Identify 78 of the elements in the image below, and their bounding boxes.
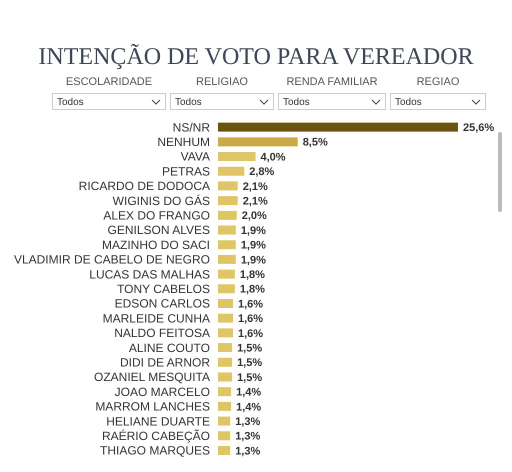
bar <box>218 181 238 190</box>
y-tick-label: MARROM LANCHES <box>95 400 210 414</box>
bar <box>218 402 232 411</box>
bar <box>218 137 298 146</box>
y-tick-label: DIDI DE ARNOR <box>120 355 210 370</box>
bar <box>218 358 232 367</box>
data-label: 1,9% <box>240 240 266 252</box>
y-tick-label: RICARDO DE DODOCA <box>78 179 210 194</box>
data-label: 1,5% <box>237 357 262 370</box>
bar <box>218 240 236 250</box>
y-tick-label: GENILSON ALVES <box>108 223 210 238</box>
y-tick-label: MARLEIDE CUNHA <box>102 311 210 326</box>
data-label: 1,8% <box>240 269 266 282</box>
bar <box>218 210 237 220</box>
data-label: 2,0% <box>242 210 268 222</box>
text: ESCOLARIDADE <box>64 76 154 88</box>
data-label: 8,5% <box>302 136 328 149</box>
data-label: 1,8% <box>240 284 266 296</box>
bar <box>218 196 238 206</box>
bar <box>218 226 236 235</box>
y-tick-label: THIAGO MARQUES <box>100 444 210 458</box>
y-tick-label: ALEX DO FRANGO <box>103 208 210 223</box>
y-tick-label: ALINE COUTO <box>128 340 210 355</box>
bar <box>218 298 233 308</box>
data-label: 1,6% <box>238 328 264 340</box>
data-label: 1,9% <box>240 224 266 237</box>
bar <box>218 387 232 396</box>
y-tick-label: NS/NR <box>172 120 210 134</box>
data-label: 1,4% <box>236 386 262 399</box>
text: RELIGIAO <box>195 76 249 88</box>
y-tick-label: NENHUM <box>157 135 210 150</box>
bar <box>218 446 230 455</box>
text: REGIAO <box>416 76 460 88</box>
data-label: 1,3% <box>235 430 260 443</box>
data-label: 4,0% <box>260 151 286 164</box>
bar <box>218 416 230 426</box>
y-tick-label: WIGINIS DO GÁS <box>112 194 210 208</box>
text: RENDA FAMILIAR <box>285 76 379 88</box>
data-label: 2,1% <box>242 180 268 193</box>
dropdown-field: Todos <box>52 93 166 110</box>
bar <box>218 254 236 264</box>
chart-title: INTENÇÃO DE VOTO PARA VEREADOR <box>37 44 475 71</box>
bar <box>218 328 233 338</box>
data-label: 25,6% <box>463 122 494 134</box>
bar <box>218 152 256 162</box>
y-tick-label: VLADIMIR DE CABELO DE NEGRO <box>14 252 210 267</box>
bar <box>218 284 235 294</box>
y-tick-label: LUCAS DAS MALHAS <box>89 267 210 282</box>
y-tick-label: JOAO MARCELO <box>114 384 210 399</box>
dropdown-field: Todos <box>278 93 386 110</box>
data-label: 1,3% <box>235 416 260 428</box>
y-tick-label: NALDO FEITOSA <box>114 326 210 340</box>
bar <box>218 372 232 382</box>
y-tick-label: VAVA <box>180 150 210 164</box>
data-label: 1,3% <box>235 445 260 458</box>
y-tick-label: OZANIEL MESQUITA <box>94 370 210 384</box>
y-tick-label: HELIANE DUARTE <box>106 414 210 428</box>
data-label: 1,4% <box>236 401 262 414</box>
y-tick-label: RAÉRIO CABEÇÃO <box>102 428 210 443</box>
data-label: 1,6% <box>238 313 264 326</box>
dropdown-field: Todos <box>170 93 274 110</box>
y-tick-label: PETRAS <box>162 164 210 178</box>
dropdown-field: Todos <box>390 93 486 110</box>
data-label: 1,5% <box>237 342 262 354</box>
bar <box>218 343 232 352</box>
data-label: 1,9% <box>240 254 266 266</box>
bar <box>218 431 230 440</box>
y-tick-label: EDSON CARLOS <box>114 296 210 311</box>
data-label: 2,1% <box>242 196 268 208</box>
data-label: 1,5% <box>237 372 262 384</box>
y-tick-label: MAZINHO DO SACI <box>102 238 210 252</box>
bar <box>218 314 233 323</box>
data-label: 2,8% <box>249 166 275 178</box>
data-label: 1,6% <box>238 298 264 310</box>
bar <box>218 270 235 279</box>
y-tick-label: TONY CABELOS <box>117 282 210 296</box>
bar <box>218 166 244 176</box>
bar <box>218 122 458 132</box>
